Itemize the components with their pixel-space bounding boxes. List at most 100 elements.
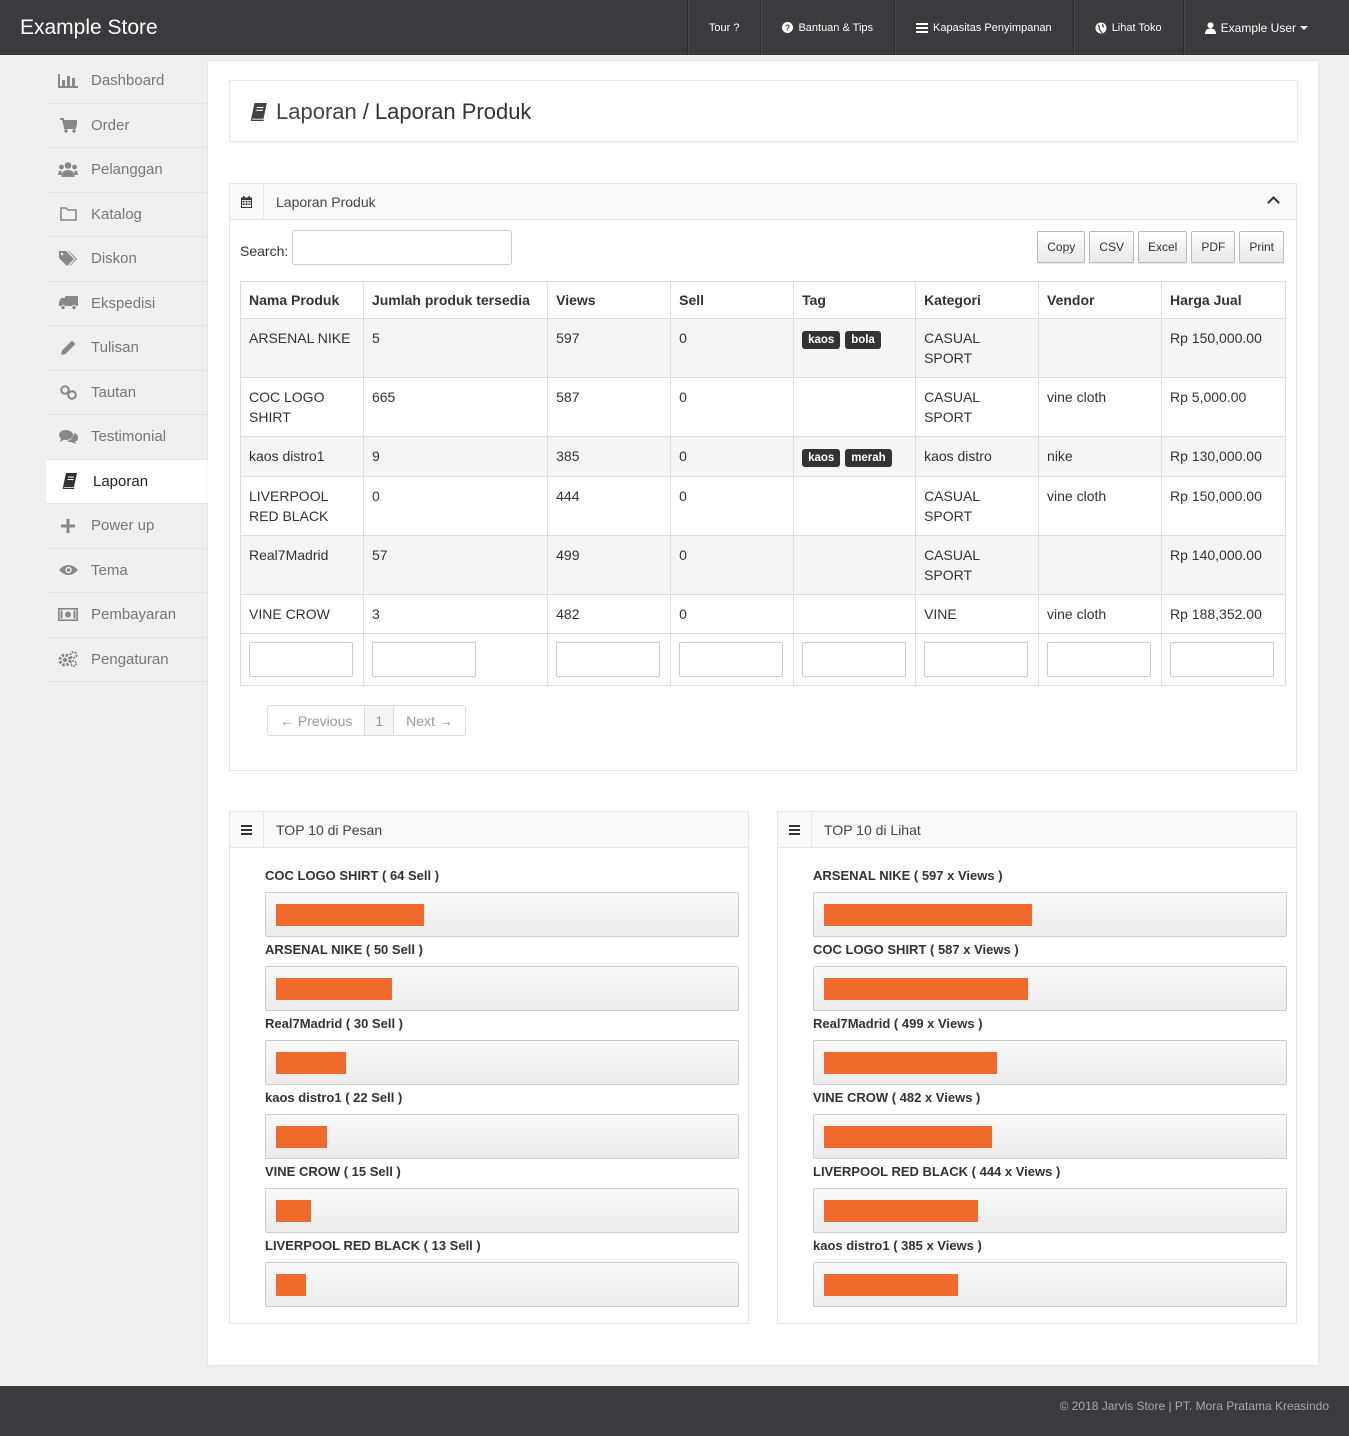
bar-item: COC LOGO SHIRT ( 64 Sell ) [265, 868, 739, 942]
progress-bar-fill [276, 1052, 346, 1074]
bar-item: ARSENAL NIKE ( 50 Sell ) [265, 942, 739, 1016]
bar-item: VINE CROW ( 482 x Views ) [813, 1090, 1287, 1164]
breadcrumb-laporan[interactable]: Laporan [276, 99, 357, 124]
brand-title[interactable]: Example Store [20, 16, 158, 39]
breadcrumb-current: Laporan Produk [374, 99, 532, 124]
column-header[interactable]: Nama Produk [240, 281, 364, 319]
cell-sell: 0 [670, 436, 795, 477]
sidebar-item-pengaturan[interactable]: Pengaturan [46, 638, 208, 682]
next-page-button[interactable]: Next → [406, 712, 453, 729]
sidebar-item-dashboard[interactable]: Dashboard [46, 59, 208, 104]
bar-label: COC LOGO SHIRT ( 64 Sell ) [265, 868, 440, 883]
progress-bar [265, 966, 739, 1011]
filter-input-stock[interactable] [371, 642, 476, 677]
sidebar-item-tautan[interactable]: Tautan [46, 371, 208, 415]
csv-button[interactable]: CSV [1089, 231, 1134, 263]
sidebar-item-pembayaran[interactable]: Pembayaran [46, 593, 208, 638]
sidebar-item-label: Laporan [93, 472, 149, 490]
filter-input-price[interactable] [1170, 642, 1274, 677]
bar-label: LIVERPOOL RED BLACK ( 444 x Views ) [813, 1164, 1061, 1179]
filter-input-name[interactable] [249, 642, 353, 677]
page-number-button[interactable]: 1 [365, 706, 395, 735]
progress-bar-fill [824, 978, 1028, 1000]
sidebar-item-order[interactable]: Order [46, 104, 208, 148]
sidebar-item-label: Tautan [91, 383, 137, 401]
cell-name: Real7Madrid [240, 535, 364, 595]
storage-link[interactable]: Kapasitas Penyimpanan [894, 0, 1073, 55]
column-header[interactable]: Kategori [915, 281, 1040, 319]
column-header[interactable]: Harga Jual [1161, 281, 1286, 319]
export-tools: Copy CSV Excel PDF Print [1037, 231, 1284, 263]
filter-input-sell[interactable] [679, 642, 784, 677]
progress-bar [265, 1188, 739, 1233]
svg-text:?: ? [785, 24, 790, 33]
bar-label: LIVERPOOL RED BLACK ( 13 Sell ) [265, 1238, 481, 1253]
excel-button[interactable]: Excel [1137, 231, 1188, 263]
sidebar-item-ekspedisi[interactable]: Ekspedisi [46, 282, 208, 326]
search-input[interactable] [292, 230, 512, 265]
cell-vendor: nike [1038, 436, 1162, 477]
calendar-icon [230, 183, 264, 220]
cell-price: Rp 5,000.00 [1161, 377, 1286, 437]
cell-views: 482 [547, 594, 672, 634]
table-row: COC LOGO SHIRT 665 587 0 CASUAL SPORT vi… [240, 377, 1286, 437]
cell-tags [793, 476, 917, 536]
previous-page-button[interactable]: ← Previous [268, 706, 366, 735]
filter-input-tag[interactable] [802, 642, 907, 677]
product-report-table: Nama Produk Jumlah produk tersedia Views… [240, 281, 1286, 686]
copy-button[interactable]: Copy [1037, 231, 1086, 263]
sidebar-item-label: Testimonial [91, 428, 167, 446]
sidebar-item-laporan[interactable]: Laporan [46, 459, 210, 504]
cell-tags [793, 535, 917, 595]
sidebar-item-label: Pengaturan [91, 650, 169, 668]
sidebar-item-pelanggan[interactable]: Pelanggan [46, 148, 208, 193]
report-panel-header: Laporan Produk [230, 183, 1296, 220]
bar-label: VINE CROW ( 15 Sell ) [265, 1164, 401, 1179]
tour-link[interactable]: Tour ? [686, 0, 761, 55]
chevron-up-icon[interactable] [1267, 196, 1280, 209]
cell-sell: 0 [670, 476, 795, 536]
column-filter-row [240, 633, 1286, 686]
filter-input-category[interactable] [924, 642, 1029, 677]
progress-bar-fill [824, 1126, 992, 1148]
help-link[interactable]: ? Bantuan & Tips [760, 0, 894, 55]
column-header[interactable]: Jumlah produk tersedia [362, 281, 549, 319]
cell-tags [793, 594, 917, 634]
report-panel: Laporan Produk Search: Copy CSV Excel PD… [229, 183, 1297, 771]
page-header: Laporan / Laporan Produk [229, 80, 1298, 142]
table-header-row: Nama Produk Jumlah produk tersedia Views… [240, 281, 1286, 319]
column-header[interactable]: Tag [793, 281, 917, 319]
column-header[interactable]: Views [547, 281, 672, 319]
progress-bar [265, 1114, 739, 1159]
sidebar-item-katalog[interactable]: Katalog [46, 193, 208, 237]
footer: © 2018 Jarvis Store | PT. Mora Pratama K… [0, 1386, 1349, 1436]
progress-bar-fill [276, 1274, 306, 1296]
cell-sell: 0 [670, 535, 795, 595]
list-icon [778, 811, 812, 848]
view-store-link[interactable]: Lihat Toko [1072, 0, 1183, 55]
pdf-button[interactable]: PDF [1191, 231, 1236, 263]
top-ordered-header: TOP 10 di Pesan [230, 811, 748, 848]
filter-input-vendor[interactable] [1047, 642, 1152, 677]
bar-item: Real7Madrid ( 499 x Views ) [813, 1016, 1287, 1090]
progress-bar-fill [276, 904, 424, 926]
cell-views: 385 [547, 436, 672, 477]
cell-views: 587 [547, 377, 672, 437]
tag-badge: bola [845, 331, 881, 349]
sidebar-item-label: Katalog [91, 205, 142, 223]
sidebar-item-tema[interactable]: Tema [46, 549, 208, 593]
column-header[interactable]: Vendor [1038, 281, 1162, 319]
filter-input-views[interactable] [556, 642, 661, 677]
bar-item: kaos distro1 ( 22 Sell ) [265, 1090, 739, 1164]
sidebar-item-diskon[interactable]: Diskon [46, 237, 208, 282]
sidebar-item-tulisan[interactable]: Tulisan [46, 326, 208, 371]
column-header[interactable]: Sell [670, 281, 795, 319]
sidebar-item-testimonial[interactable]: Testimonial [46, 415, 208, 460]
breadcrumb-separator: / [362, 99, 369, 124]
sidebar-item-power-up[interactable]: Power up [46, 504, 208, 549]
user-label: Example User [1220, 20, 1296, 35]
progress-bar [265, 1040, 739, 1085]
print-button[interactable]: Print [1239, 231, 1284, 263]
user-menu[interactable]: Example User [1182, 0, 1329, 55]
progress-bar-fill [276, 1126, 327, 1148]
